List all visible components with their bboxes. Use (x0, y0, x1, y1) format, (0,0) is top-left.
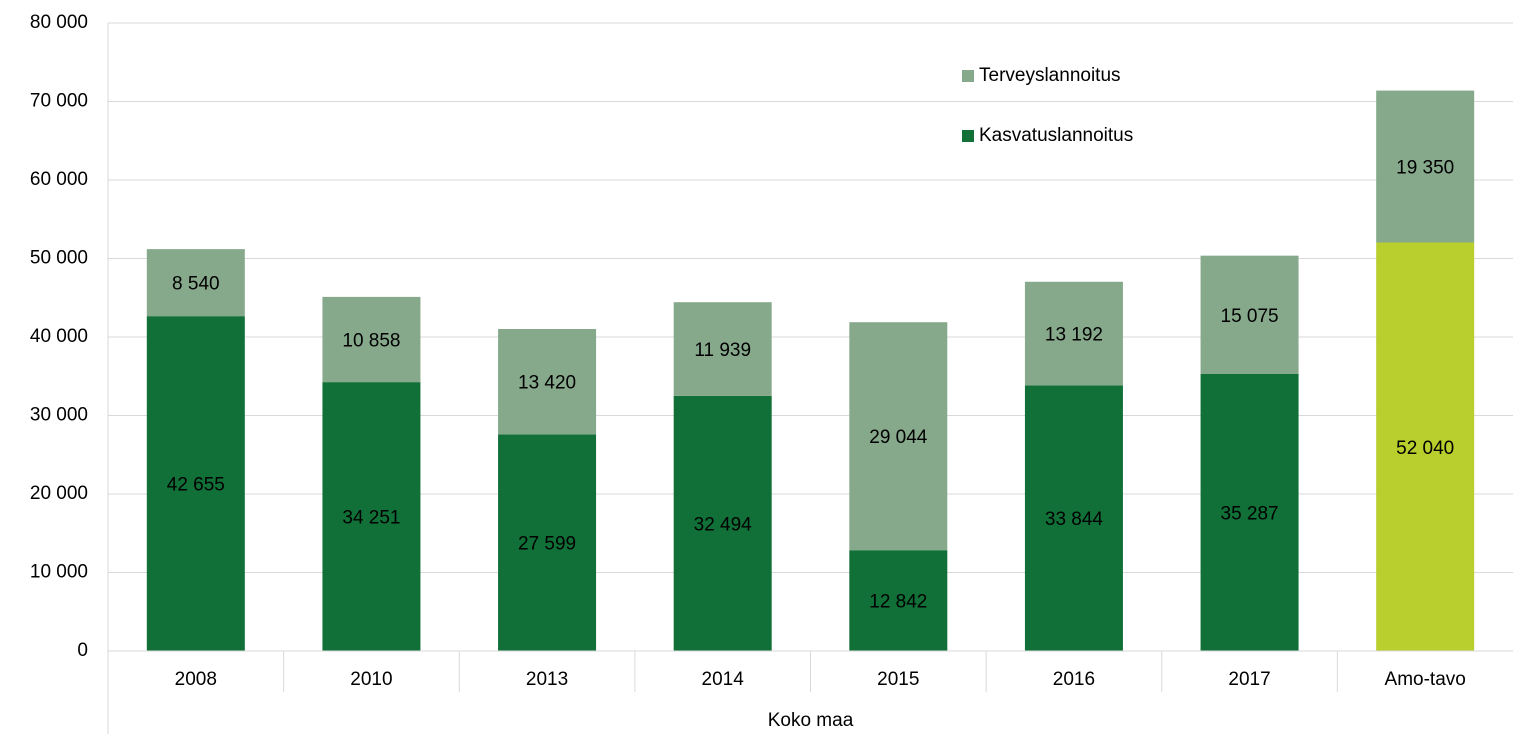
value-label: 11 939 (694, 340, 751, 361)
bar-segment (1024, 281, 1123, 386)
bar-segment (1200, 255, 1299, 374)
value-label: 33 844 (1045, 509, 1104, 530)
value-label: 13 192 (1045, 325, 1103, 346)
value-label: 35 287 (1221, 504, 1279, 525)
value-label: 52 040 (1396, 438, 1454, 459)
y-tick-label: 80 000 (30, 12, 88, 33)
bar-segment (322, 296, 421, 383)
y-tick-label: 10 000 (30, 562, 88, 583)
value-label: 15 075 (1221, 306, 1279, 327)
legend-label: Kasvatuslannoitus (979, 125, 1133, 146)
bar-segment (1200, 373, 1299, 651)
value-label: 13 420 (518, 373, 576, 394)
x-tick-label: 2013 (526, 669, 568, 690)
bar-segment (673, 395, 772, 651)
value-label: 29 044 (869, 427, 928, 448)
value-label: 10 858 (342, 331, 400, 352)
value-label: 8 540 (172, 274, 220, 295)
y-tick-label: 50 000 (30, 248, 88, 269)
x-tick-label: 2015 (877, 669, 919, 690)
bar-segment (146, 316, 245, 651)
bar-segment (498, 434, 597, 651)
x-tick-label: 2016 (1053, 669, 1095, 690)
value-label: 27 599 (518, 534, 576, 555)
x-tick-label: Amo-tavo (1385, 669, 1466, 690)
legend-swatch (962, 130, 974, 142)
y-tick-label: 20 000 (30, 483, 88, 504)
legend-swatch (962, 70, 974, 82)
value-label: 12 842 (869, 592, 927, 613)
bar-segment (1376, 242, 1475, 651)
bar-segment (322, 382, 421, 651)
x-tick-label: 2010 (350, 669, 392, 690)
bar-segment (673, 302, 772, 396)
y-tick-label: 0 (77, 640, 88, 661)
value-label: 32 494 (694, 514, 753, 535)
legend-label: Terveyslannoitus (979, 65, 1121, 86)
bar-segment (1024, 385, 1123, 651)
value-label: 42 655 (167, 475, 225, 496)
bar-segment (849, 550, 948, 651)
x-tick-label: 2014 (702, 669, 745, 690)
y-tick-label: 70 000 (30, 91, 88, 112)
bar-segment (146, 249, 245, 317)
group-label: Koko maa (768, 710, 854, 731)
value-label: 34 251 (342, 508, 400, 529)
y-tick-label: 60 000 (30, 169, 88, 190)
x-tick-label: 2017 (1228, 669, 1270, 690)
bar-segment (1376, 90, 1475, 243)
y-tick-label: 30 000 (30, 405, 88, 426)
bar-segment (498, 329, 597, 435)
bar-segment (849, 322, 948, 551)
y-tick-label: 40 000 (30, 326, 88, 347)
value-label: 19 350 (1396, 158, 1454, 179)
x-tick-label: 2008 (175, 669, 217, 690)
